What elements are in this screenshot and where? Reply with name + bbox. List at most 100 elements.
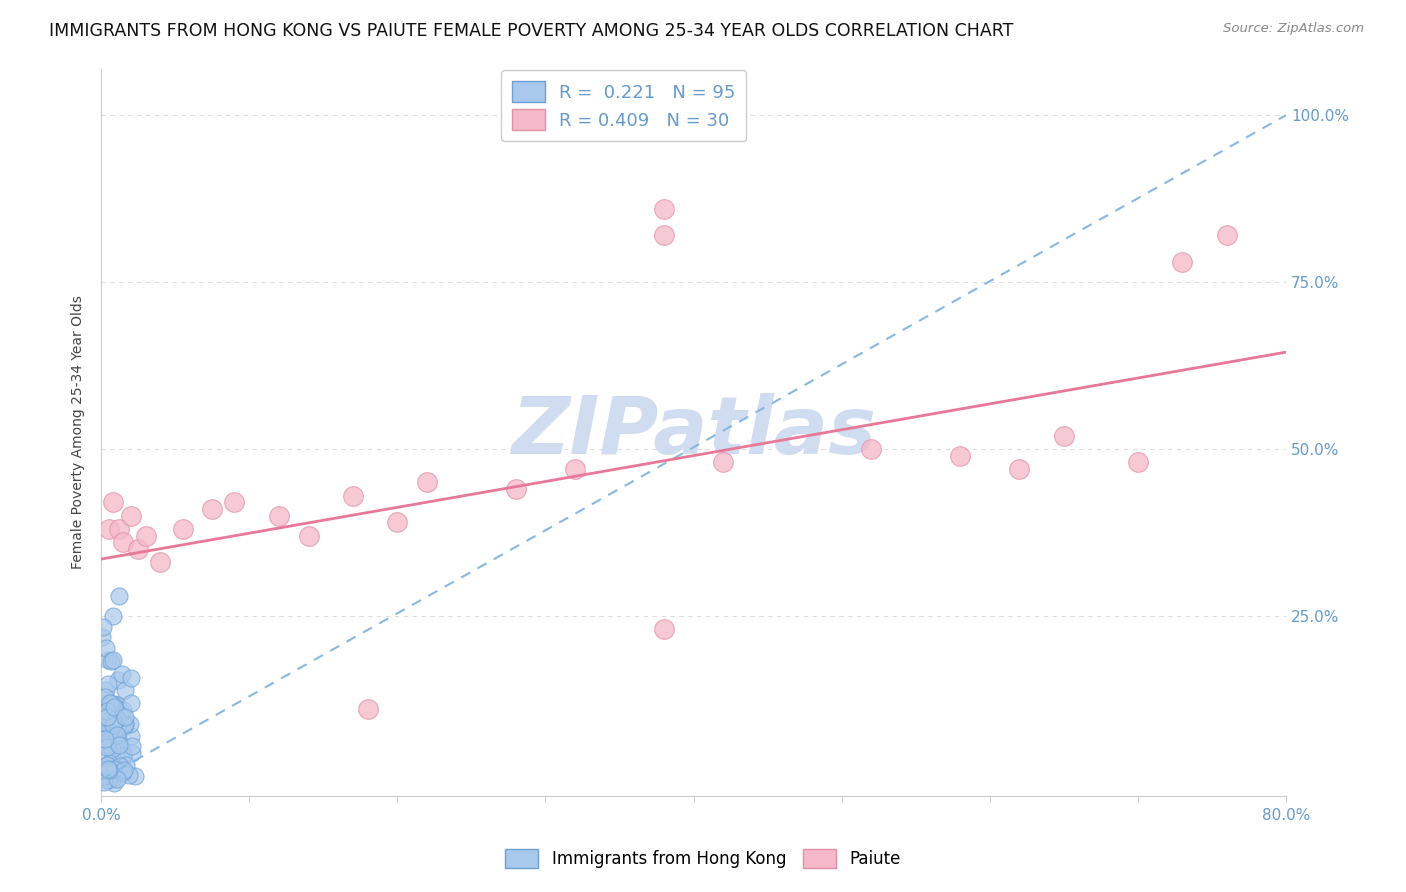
Point	[94, 766, 117, 780]
Point	[101, 495, 124, 509]
Point	[97, 522, 120, 536]
Point	[94, 690, 117, 705]
Point	[1053, 428, 1076, 442]
Point	[104, 760, 127, 774]
Point	[120, 508, 142, 523]
Point	[111, 742, 134, 756]
Point	[114, 717, 136, 731]
Point	[96, 704, 118, 718]
Point	[652, 622, 675, 636]
Point	[91, 630, 114, 644]
Point	[112, 719, 135, 733]
Point	[103, 762, 125, 776]
Point	[110, 718, 132, 732]
Point	[121, 746, 143, 760]
Point	[91, 765, 114, 780]
Point	[120, 729, 142, 743]
Point	[949, 449, 972, 463]
Point	[652, 202, 675, 216]
Point	[120, 671, 142, 685]
Point	[357, 702, 380, 716]
Point	[111, 666, 134, 681]
Point	[97, 676, 120, 690]
Point	[100, 741, 122, 756]
Point	[172, 522, 194, 536]
Point	[564, 462, 586, 476]
Point	[100, 696, 122, 710]
Point	[120, 716, 142, 731]
Point	[101, 718, 124, 732]
Point	[97, 762, 120, 776]
Point	[103, 700, 125, 714]
Point	[505, 482, 527, 496]
Point	[98, 765, 121, 780]
Y-axis label: Female Poverty Among 25-34 Year Olds: Female Poverty Among 25-34 Year Olds	[72, 295, 86, 569]
Point	[105, 728, 128, 742]
Point	[96, 653, 118, 667]
Point	[90, 730, 112, 744]
Point	[111, 749, 134, 764]
Point	[711, 455, 734, 469]
Point	[96, 761, 118, 775]
Point	[110, 708, 132, 723]
Point	[101, 608, 124, 623]
Point	[1215, 228, 1237, 243]
Legend: R =  0.221   N = 95, R = 0.409   N = 30: R = 0.221 N = 95, R = 0.409 N = 30	[501, 70, 747, 141]
Point	[105, 772, 128, 786]
Point	[201, 502, 224, 516]
Point	[1008, 462, 1031, 476]
Point	[121, 739, 143, 753]
Point	[387, 516, 409, 530]
Legend: Immigrants from Hong Kong, Paiute: Immigrants from Hong Kong, Paiute	[498, 842, 908, 875]
Point	[101, 718, 124, 732]
Point	[101, 653, 124, 667]
Point	[96, 773, 118, 788]
Point	[96, 683, 118, 698]
Point	[94, 737, 117, 751]
Point	[105, 726, 128, 740]
Point	[103, 775, 125, 789]
Point	[105, 720, 128, 734]
Point	[98, 756, 121, 771]
Point	[112, 535, 135, 549]
Point	[108, 522, 131, 536]
Point	[105, 722, 128, 736]
Point	[94, 641, 117, 656]
Point	[98, 739, 121, 753]
Point	[114, 717, 136, 731]
Point	[103, 698, 125, 712]
Point	[93, 731, 115, 746]
Point	[111, 764, 134, 779]
Point	[149, 555, 172, 569]
Point	[100, 731, 122, 745]
Point	[416, 475, 439, 490]
Point	[96, 739, 118, 754]
Point	[97, 772, 120, 787]
Text: ZIPatlas: ZIPatlas	[512, 393, 876, 471]
Point	[91, 710, 114, 724]
Point	[93, 774, 115, 789]
Point	[297, 529, 319, 543]
Point	[267, 508, 290, 523]
Point	[104, 726, 127, 740]
Text: IMMIGRANTS FROM HONG KONG VS PAIUTE FEMALE POVERTY AMONG 25-34 YEAR OLDS CORRELA: IMMIGRANTS FROM HONG KONG VS PAIUTE FEMA…	[49, 22, 1014, 40]
Point	[110, 759, 132, 773]
Point	[98, 718, 121, 732]
Point	[97, 713, 120, 727]
Point	[118, 768, 141, 782]
Point	[124, 768, 146, 782]
Point	[93, 720, 115, 734]
Point	[105, 762, 128, 776]
Point	[100, 654, 122, 668]
Point	[114, 758, 136, 772]
Point	[93, 620, 115, 634]
Point	[112, 763, 135, 777]
Point	[135, 529, 157, 543]
Point	[96, 698, 118, 713]
Point	[105, 712, 128, 726]
Point	[224, 495, 246, 509]
Point	[111, 703, 134, 717]
Point	[104, 765, 127, 780]
Point	[96, 709, 118, 723]
Point	[93, 760, 115, 774]
